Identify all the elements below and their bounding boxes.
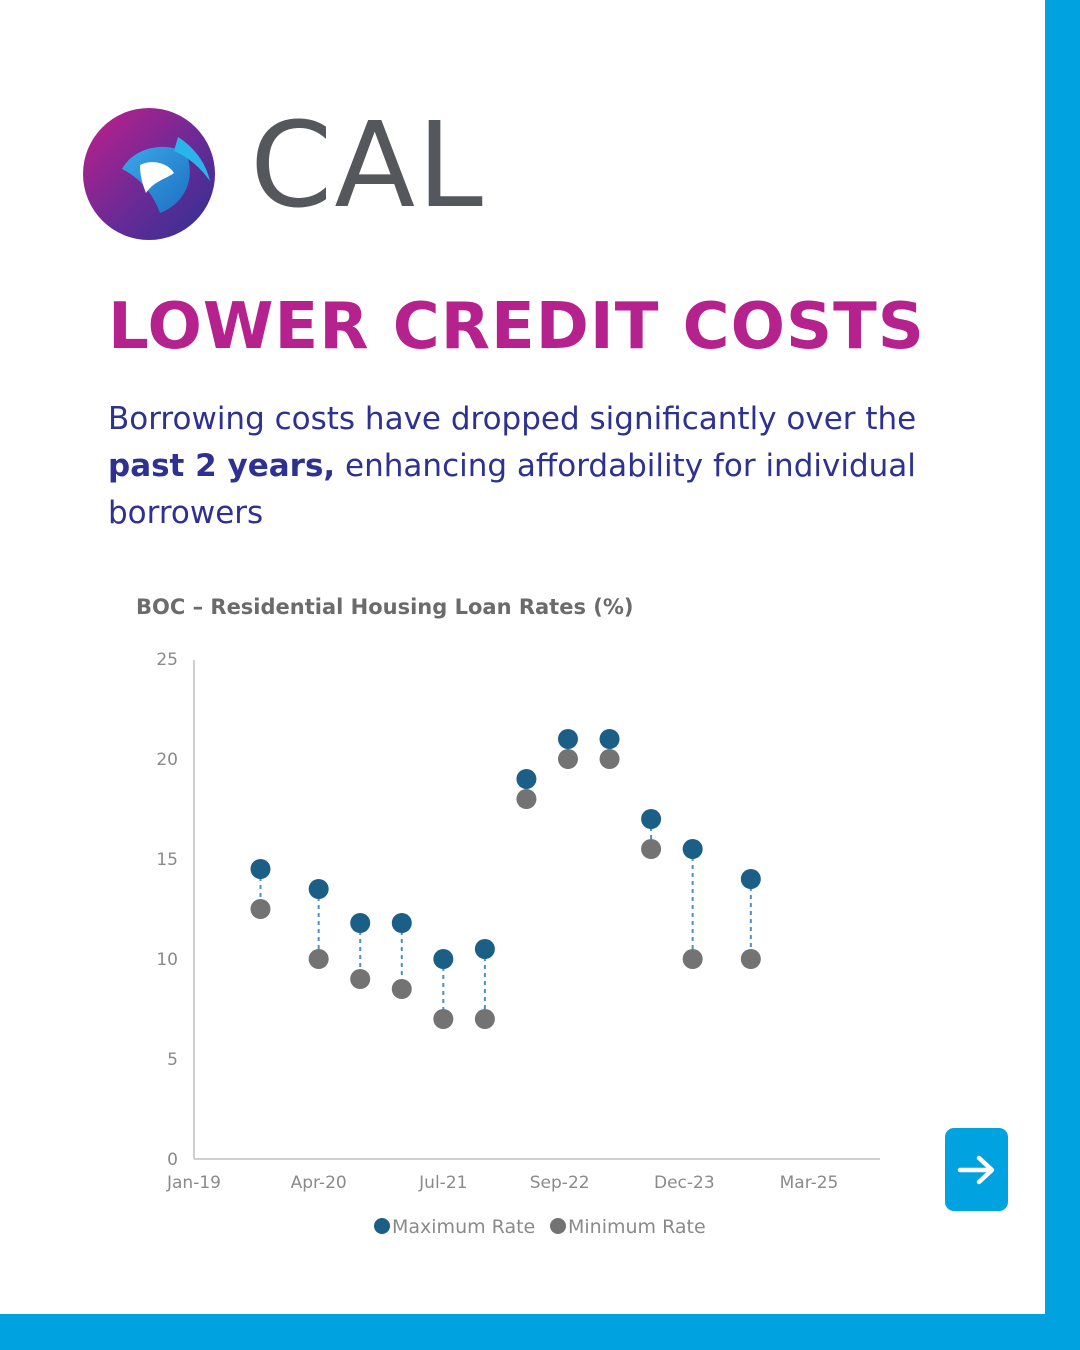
y-tick-label: 15 (156, 850, 178, 870)
min-rate-point (641, 839, 662, 859)
max-rate-point (350, 913, 371, 933)
min-rate-point (433, 1009, 454, 1029)
x-tick-label: Sep-22 (530, 1173, 590, 1193)
max-rate-point (740, 869, 761, 889)
max-rate-point (599, 729, 620, 749)
min-rate-point (308, 949, 329, 969)
legend-max-label: Maximum Rate (392, 1216, 535, 1238)
min-rate-point (474, 1009, 495, 1029)
y-tick-label: 0 (167, 1150, 178, 1170)
chart-title: BOC – Residential Housing Loan Rates (%) (136, 595, 634, 619)
subtitle-emphasis: past 2 years, (108, 448, 336, 484)
min-rate-point (740, 949, 761, 969)
min-rate-point (682, 949, 703, 969)
loan-rates-chart-container: BOC – Residential Housing Loan Rates (%)… (110, 580, 930, 1260)
y-tick-label: 25 (156, 650, 178, 670)
min-rate-point (599, 749, 620, 769)
max-rate-point (557, 729, 578, 749)
brand-wordmark: CAL (250, 96, 485, 234)
legend-max-marker (374, 1218, 390, 1234)
min-rate-point (350, 969, 371, 989)
max-rate-point (641, 809, 662, 829)
subtitle-start: Borrowing costs have dropped significant… (108, 401, 917, 437)
max-rate-point (433, 949, 454, 969)
y-tick-label: 20 (156, 750, 178, 770)
arrow-right-icon (957, 1155, 994, 1184)
x-tick-label: Jan-19 (166, 1173, 221, 1193)
max-rate-point (682, 839, 703, 859)
x-tick-label: Mar-25 (780, 1173, 839, 1193)
max-rate-point (474, 939, 495, 959)
max-rate-point (391, 913, 412, 933)
min-rate-point (516, 789, 537, 809)
y-tick-label: 5 (167, 1050, 178, 1070)
min-rate-point (557, 749, 578, 769)
cal-logo-icon (83, 108, 215, 240)
min-rate-point (391, 979, 412, 999)
x-tick-label: Apr-20 (291, 1173, 347, 1193)
max-rate-point (516, 769, 537, 789)
y-tick-label: 10 (156, 950, 178, 970)
x-tick-label: Dec-23 (654, 1173, 715, 1193)
chart-legend: Maximum Rate Minimum Rate (374, 1216, 706, 1238)
subtitle-end: enhancing affordability for individual b… (108, 448, 916, 531)
chart-range-lines (259, 739, 752, 1019)
max-rate-point (250, 859, 271, 879)
next-slide-button[interactable] (945, 1128, 1008, 1211)
bottom-frame-bar (0, 1314, 1080, 1350)
right-frame-bar (1045, 0, 1080, 1350)
chart-points (250, 729, 761, 1029)
loan-rates-chart: BOC – Residential Housing Loan Rates (%)… (136, 595, 880, 1238)
min-rate-point (250, 899, 271, 919)
chart-axes: 0 5 10 15 20 25 Jan-19 Apr-20 Jul-21 Sep-22 Dec-23… (156, 650, 880, 1193)
page-subtitle: Borrowing costs have dropped significant… (108, 396, 988, 537)
max-rate-point (308, 879, 329, 899)
legend-min-label: Minimum Rate (568, 1216, 706, 1238)
x-tick-label: Jul-21 (418, 1173, 467, 1193)
legend-min-marker (550, 1218, 566, 1234)
page-headline: LOWER CREDIT COSTS (108, 290, 925, 364)
